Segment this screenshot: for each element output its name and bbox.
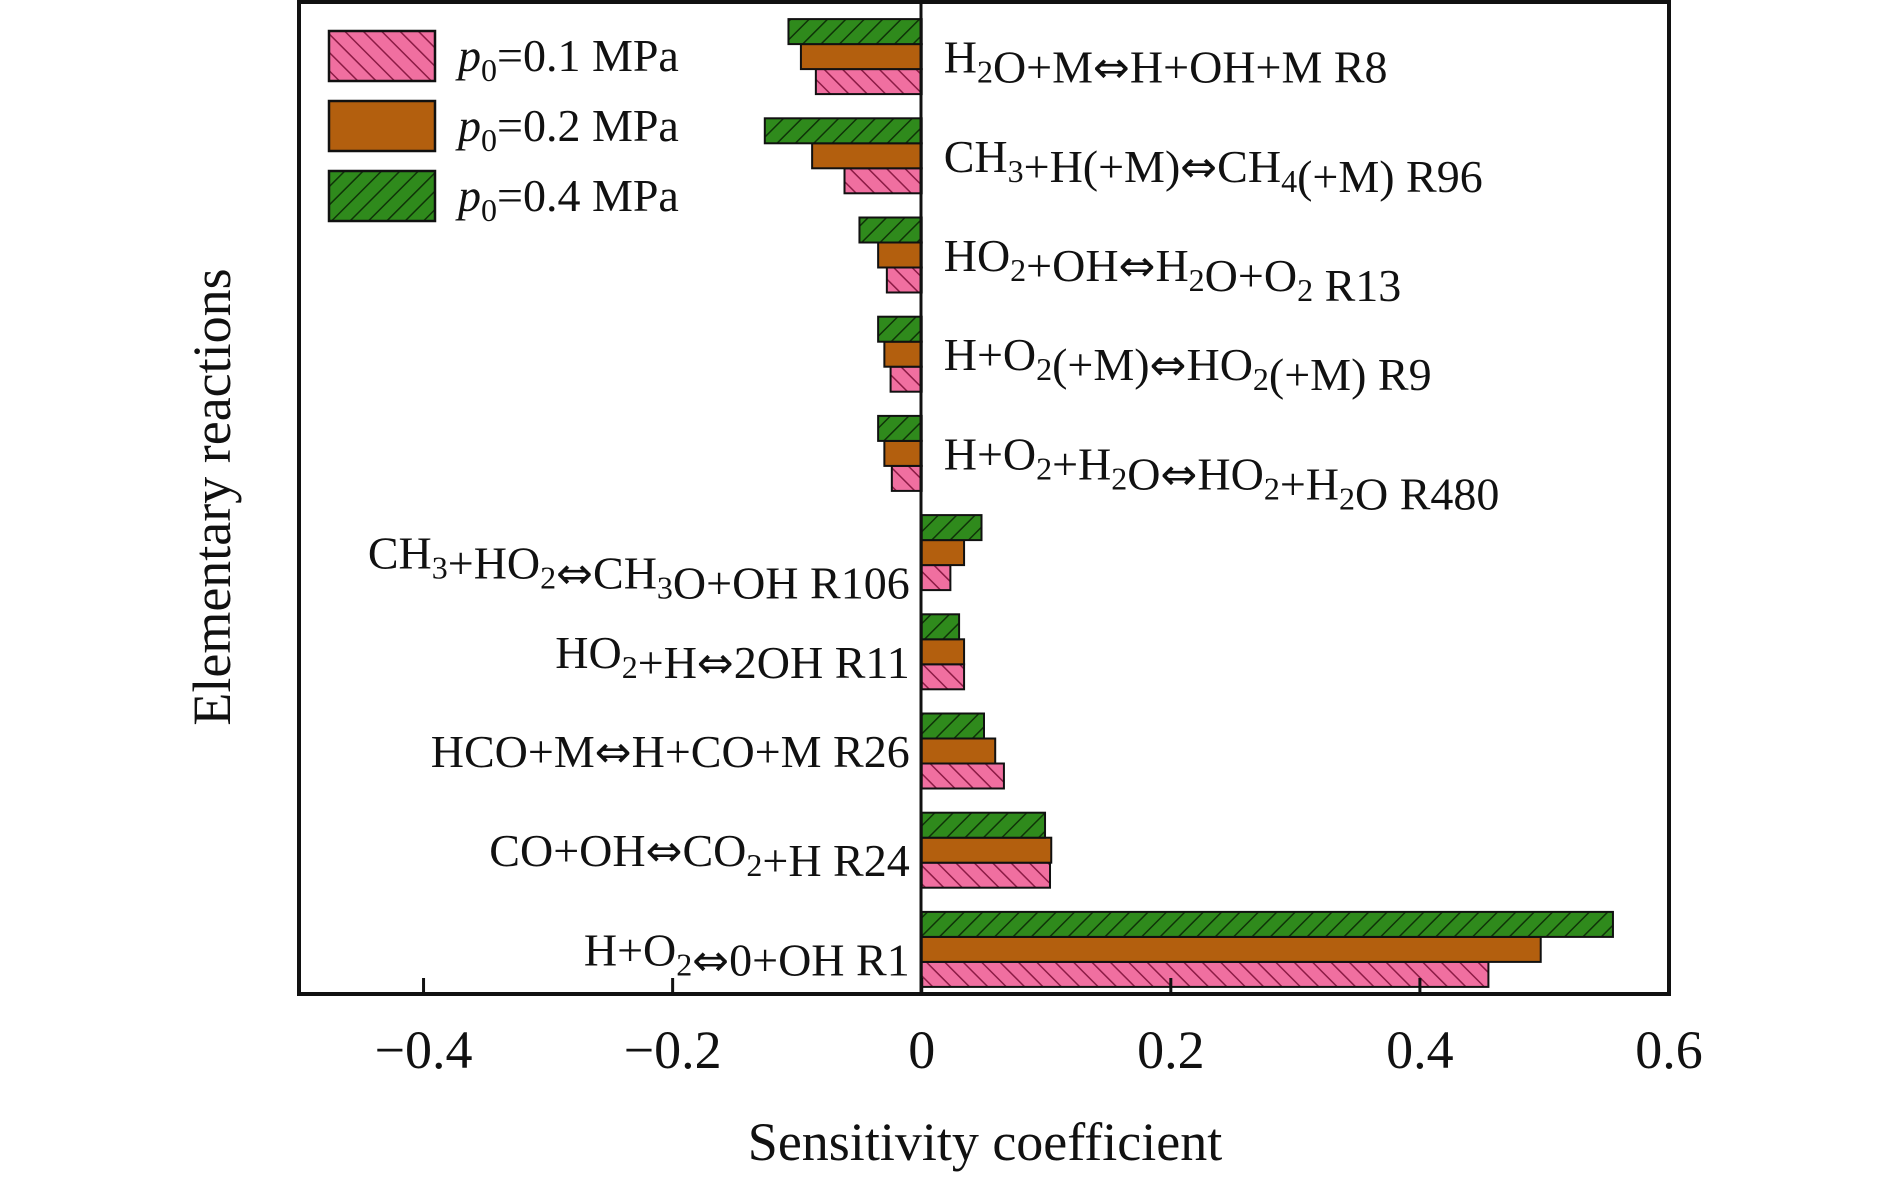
legend-swatch-1	[327, 29, 437, 83]
reaction-label-10: H+O2⇔0+OH R1	[584, 924, 910, 986]
bar-6-series-2	[920, 539, 966, 567]
legend-swatch-2	[327, 99, 437, 153]
legend-label-3: p0=0.4 MPa	[455, 170, 679, 228]
bar-8-series-1	[920, 762, 1005, 790]
bar-1-series-2	[799, 43, 923, 71]
reaction-label-4: H+O2(+M)⇔HO2(+M) R9	[944, 329, 1432, 400]
bar-10-series-2	[920, 935, 1542, 963]
x-ticks: −0.4 −0.2 0 0.2 0.4 0.6	[375, 978, 1703, 1080]
x-tick-label: 0.6	[1635, 1020, 1703, 1080]
x-tick-label: 0	[908, 1020, 935, 1080]
reaction-label-9: CO+OH⇔CO2+H R24	[489, 825, 909, 886]
bar-9-series-1	[920, 861, 1052, 889]
reaction-label-3: HO2+OH⇔H2O+O2 R13	[944, 230, 1402, 311]
x-axis-label: Sensitivity coefficient	[748, 1112, 1222, 1172]
y-axis-label: Elementary reactions	[182, 268, 242, 725]
bar-8-series-3	[920, 712, 986, 740]
bar-5-series-1	[890, 464, 923, 492]
bar-9-series-2	[920, 836, 1053, 864]
x-tick-label: −0.4	[375, 1020, 473, 1080]
bar-5-series-3	[877, 414, 923, 442]
bar-4-series-1	[889, 365, 923, 393]
x-tick-label: 0.4	[1386, 1020, 1454, 1080]
x-tick-label: −0.2	[624, 1020, 722, 1080]
bar-6-series-3	[920, 514, 983, 542]
bar-10-series-3	[920, 910, 1614, 938]
bar-2-series-1	[843, 167, 923, 195]
bars-layer	[763, 18, 1614, 988]
bar-5-series-2	[883, 439, 923, 467]
legend: p0=0.1 MPa p0=0.2 MPa p0=0.4 MPa	[327, 29, 679, 228]
bar-7-series-3	[920, 613, 961, 641]
reaction-label-7: HO2+H⇔2OH R11	[555, 627, 909, 689]
bar-4-series-2	[883, 340, 923, 368]
legend-swatch-3	[327, 169, 437, 223]
x-tick-label: 0.2	[1137, 1020, 1205, 1080]
reaction-label-1: H2O+M⇔H+OH+M R8	[944, 32, 1388, 94]
bar-10-series-1	[920, 960, 1490, 988]
reaction-label-2: CH3+H(+M)⇔CH4(+M) R96	[944, 131, 1483, 202]
bar-6-series-1	[920, 564, 952, 592]
bar-7-series-2	[920, 638, 966, 666]
legend-label-1: p0=0.1 MPa	[455, 30, 679, 88]
bar-1-series-3	[787, 18, 923, 46]
bar-9-series-3	[920, 811, 1047, 839]
reaction-label-8: HCO+M⇔H+CO+M R26	[431, 726, 910, 778]
bar-3-series-2	[877, 241, 923, 269]
bar-4-series-3	[877, 315, 923, 343]
bar-7-series-1	[920, 663, 966, 691]
reaction-label-5: H+O2+H2O⇔HO2+H2O R480	[944, 428, 1500, 519]
bar-1-series-1	[814, 68, 923, 96]
reaction-labels: H2O+M⇔H+OH+M R8 CH3+H(+M)⇔CH4(+M) R96 HO2+…	[368, 32, 1500, 987]
bar-8-series-2	[920, 737, 997, 765]
bar-2-series-3	[763, 117, 923, 145]
plot-frame	[297, 0, 1671, 996]
reaction-label-6: CH3+HO2⇔CH3O+OH R106	[368, 528, 910, 609]
bar-3-series-3	[858, 216, 923, 244]
bar-2-series-2	[811, 142, 923, 170]
legend-label-2: p0=0.2 MPa	[455, 100, 679, 158]
bar-3-series-1	[885, 266, 923, 294]
